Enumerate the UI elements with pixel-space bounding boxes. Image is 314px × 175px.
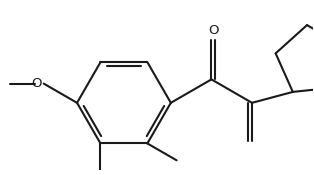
- Text: O: O: [31, 77, 41, 90]
- Text: O: O: [208, 24, 219, 37]
